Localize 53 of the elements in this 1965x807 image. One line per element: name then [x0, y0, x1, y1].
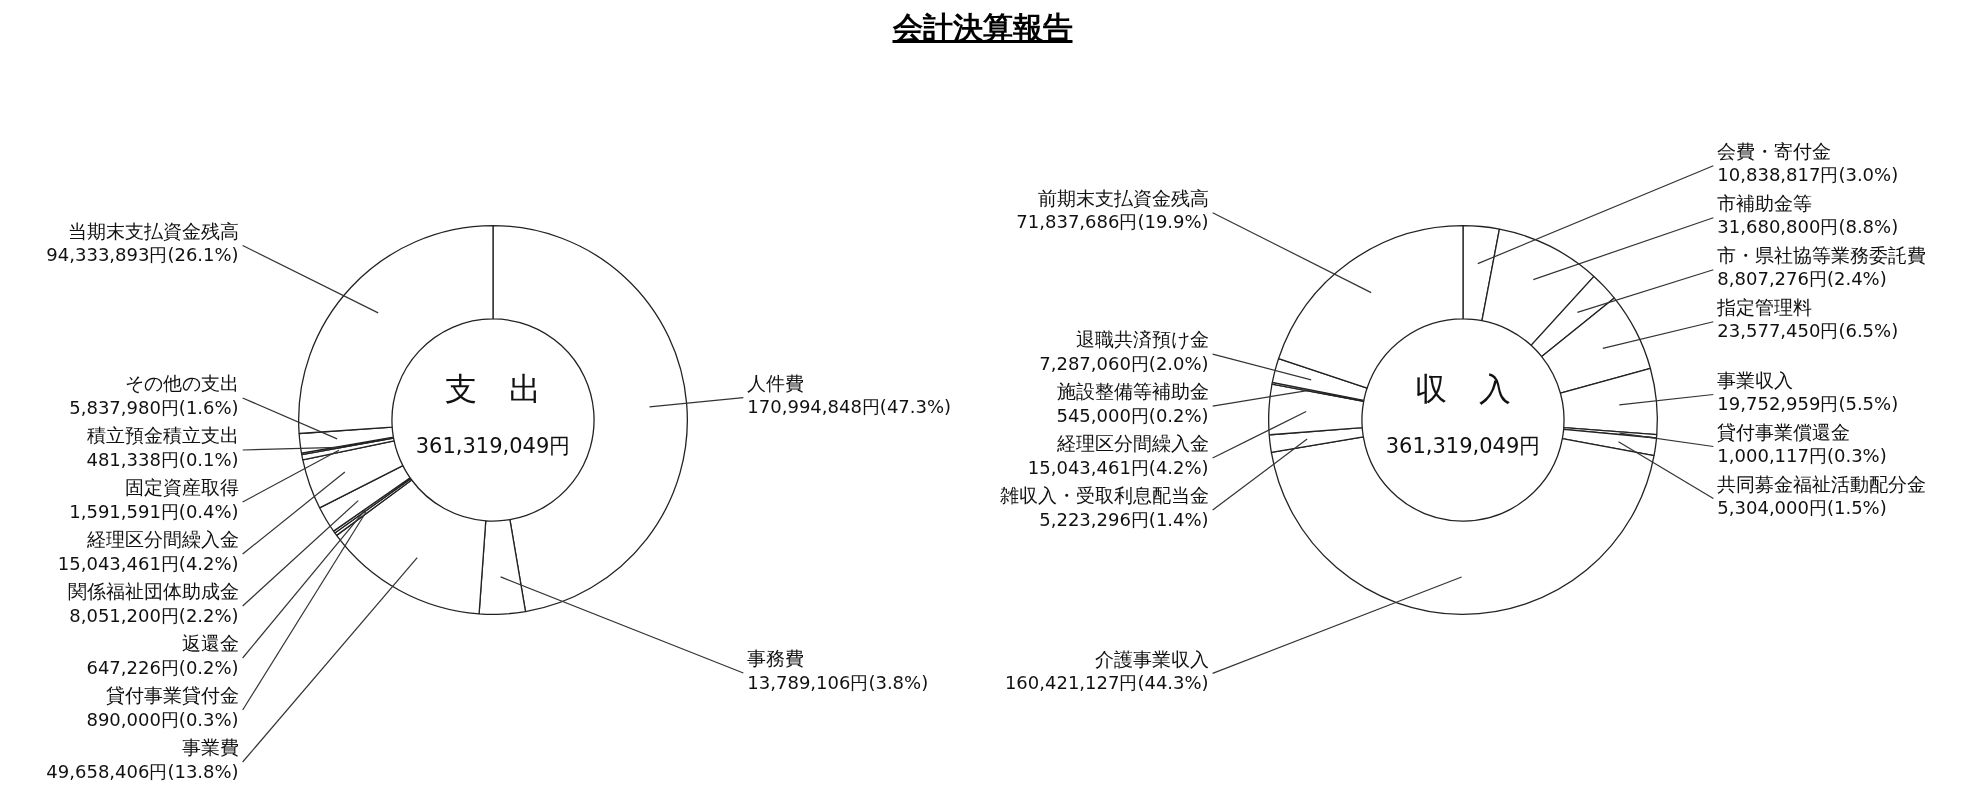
slice-label: 退職共済預け金 — [1075, 328, 1209, 351]
data-label: 647,226円(0.2%) — [86, 656, 239, 678]
text: 361,319,049円 — [415, 434, 571, 459]
slice-label: 経理区分間繰入金 — [85, 528, 239, 551]
slice-label: 事業収入 — [1717, 368, 1794, 391]
slice-label: 積立預金積立支出 — [86, 424, 239, 447]
data-label: 5,837,980円(1.6%) — [69, 396, 239, 418]
data-label: 49,658,406円(13.8%) — [46, 760, 239, 782]
data-label: 5,223,296円(1.4%) — [1039, 508, 1209, 530]
data-label: 1,591,591円(0.4%) — [69, 500, 239, 522]
text: 361,319,049円 — [1385, 434, 1541, 459]
slice-label: 市補助金等 — [1717, 192, 1813, 215]
slice-label: 事務費 — [747, 647, 805, 670]
slice-label: 指定管理料 — [1716, 296, 1813, 319]
slice-label: 当期末支払資金残高 — [67, 219, 239, 242]
slice-label: 前期末支払資金残高 — [1037, 187, 1209, 210]
slice-label: 雑収入・受取利息配当金 — [999, 484, 1209, 507]
data-label: 890,000円(0.3%) — [86, 708, 239, 730]
data-label: 15,043,461円(4.2%) — [1027, 456, 1209, 478]
data-label: 23,577,450円(6.5%) — [1717, 320, 1899, 342]
data-label: 31,680,800円(8.8%) — [1717, 216, 1899, 238]
data-label: 1,000,117円(0.3%) — [1717, 445, 1887, 467]
data-label: 5,304,000円(1.5%) — [1717, 497, 1887, 519]
data-label: 94,333,893円(26.1%) — [46, 244, 239, 266]
slice-label: 共同募金福祉活動配分金 — [1717, 472, 1927, 495]
data-label: 15,043,461円(4.2%) — [57, 552, 239, 574]
text: 支 出 — [445, 370, 541, 409]
slice-label: 貸付事業償還金 — [1717, 420, 1851, 443]
chart-title: 会計決算報告 — [891, 9, 1074, 47]
slice-label: 人件費 — [747, 372, 805, 395]
slice-label: その他の支出 — [124, 372, 239, 395]
data-label: 8,051,200円(2.2%) — [69, 604, 239, 626]
slice-label: 返還金 — [181, 632, 239, 655]
slice-label: 施設整備等補助金 — [1056, 380, 1209, 403]
slice-label: 市・県社協等業務委託費 — [1717, 244, 1927, 267]
data-label: 71,837,686円(19.9%) — [1016, 211, 1209, 233]
slice-label: 経理区分間繰入金 — [1055, 432, 1209, 455]
data-label: 170,994,848円(47.3%) — [747, 396, 952, 418]
slice-label: 介護事業収入 — [1094, 647, 1209, 670]
slice-label: 貸付事業貸付金 — [105, 684, 239, 707]
data-label: 481,338円(0.1%) — [86, 448, 239, 470]
text: 収 入 — [1415, 370, 1511, 409]
data-label: 19,752,959円(5.5%) — [1717, 393, 1899, 415]
data-label: 545,000円(0.2%) — [1056, 404, 1209, 426]
data-label: 8,807,276円(2.4%) — [1717, 268, 1887, 290]
slice-label: 会費・寄付金 — [1717, 140, 1832, 163]
slice-label: 関係福祉団体助成金 — [67, 580, 239, 603]
data-label: 160,421,127円(44.3%) — [1004, 672, 1209, 694]
slice-label: 固定資産取得 — [124, 476, 239, 499]
slice-label: 事業費 — [181, 736, 239, 759]
data-label: 10,838,817円(3.0%) — [1717, 164, 1899, 186]
data-label: 7,287,060円(2.0%) — [1039, 352, 1209, 374]
data-label: 13,789,106円(3.8%) — [747, 671, 929, 693]
